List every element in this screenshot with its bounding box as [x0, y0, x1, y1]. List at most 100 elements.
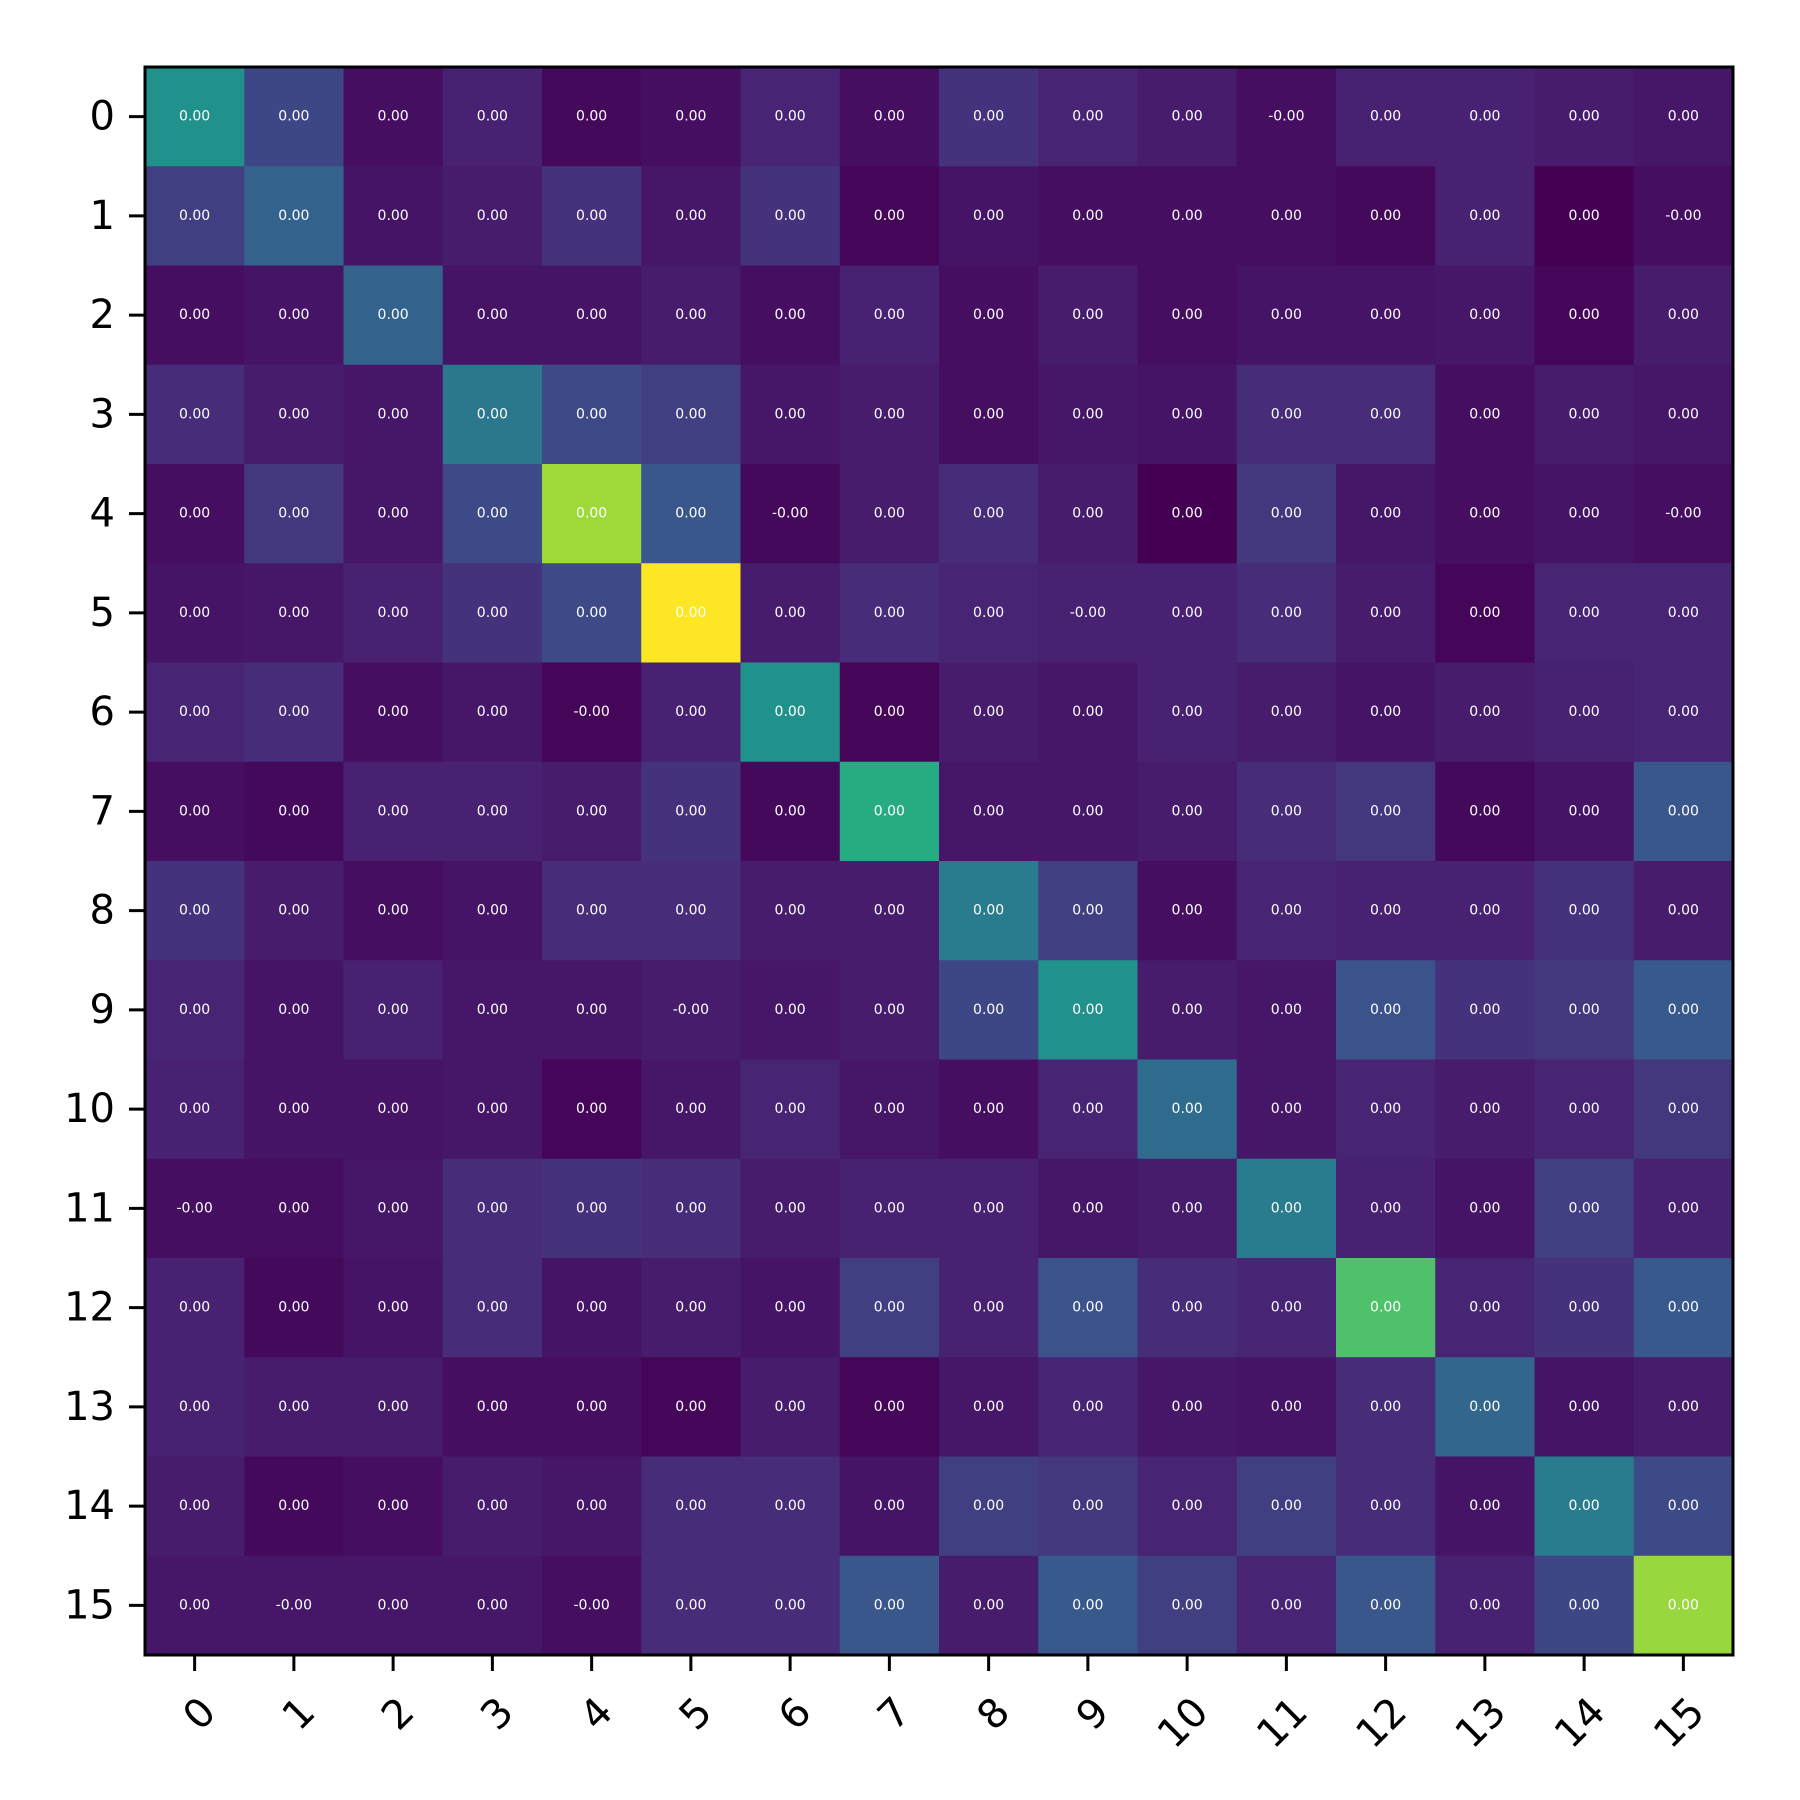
cell-value-label-3-9: 0.00	[1072, 406, 1103, 422]
x-tick-label-6: 6	[770, 1689, 821, 1740]
heatmap-cell-12-0	[145, 1258, 245, 1358]
heatmap-cell-7-6	[740, 761, 841, 862]
cell-value-label-14-4: 0.00	[576, 1498, 607, 1514]
x-tick-label-14: 14	[1546, 1689, 1615, 1758]
cell-value-label-12-10: 0.00	[1172, 1300, 1203, 1316]
heatmap-cell-12-12	[1336, 1258, 1436, 1358]
cell-value-label-7-15: 0.00	[1668, 803, 1699, 819]
heatmap-cell-14-2	[343, 1456, 444, 1557]
heatmap-cell-3-6	[740, 364, 841, 465]
cell-value-label-12-9: 0.00	[1072, 1300, 1103, 1316]
cell-value-label-8-5: 0.00	[675, 903, 706, 919]
heatmap-cell-2-7	[839, 265, 940, 366]
cell-value-label-0-4: 0.00	[576, 109, 607, 125]
heatmap-cell-3-12	[1336, 364, 1436, 465]
x-tick-label-7: 7	[869, 1689, 920, 1740]
cell-value-label-9-3: 0.00	[477, 1002, 508, 1018]
cell-value-label-6-8: 0.00	[973, 704, 1004, 720]
cell-value-label-10-15: 0.00	[1668, 1101, 1699, 1117]
cell-value-label-10-11: 0.00	[1271, 1101, 1302, 1117]
cell-value-label-13-1: 0.00	[278, 1399, 309, 1415]
heatmap-cell-4-1	[244, 464, 345, 564]
heatmap-cell-13-9	[1038, 1357, 1139, 1458]
heatmap-cell-3-8	[939, 364, 1039, 465]
cell-value-label-2-6: 0.00	[775, 307, 806, 323]
heatmap-cell-0-15	[1633, 67, 1734, 167]
heatmap-cell-7-8	[939, 761, 1039, 862]
cell-value-label-12-4: 0.00	[576, 1300, 607, 1316]
cell-value-label-14-1: 0.00	[278, 1498, 309, 1514]
cell-value-label-12-6: 0.00	[775, 1300, 806, 1316]
heatmap-cell-3-15	[1633, 364, 1734, 465]
cell-value-label-11-2: 0.00	[378, 1200, 409, 1216]
heatmap-cell-4-15	[1633, 464, 1734, 564]
heatmap-cell-6-9	[1038, 662, 1139, 763]
heatmap-cell-3-1	[244, 364, 345, 465]
cell-value-label-1-9: 0.00	[1072, 208, 1103, 224]
cell-value-label-3-7: 0.00	[874, 406, 905, 422]
x-tick-label-11: 11	[1248, 1689, 1317, 1758]
cell-value-label-2-9: 0.00	[1072, 307, 1103, 323]
heatmap-cell-11-7	[839, 1158, 940, 1259]
cell-value-label-7-13: 0.00	[1469, 803, 1500, 819]
cell-value-label-9-1: 0.00	[278, 1002, 309, 1018]
cell-value-label-9-4: 0.00	[576, 1002, 607, 1018]
heatmap-cell-15-1	[244, 1555, 345, 1656]
cell-value-label-15-5: 0.00	[675, 1597, 706, 1613]
heatmap-cell-2-2	[343, 265, 444, 366]
cell-value-label-0-10: 0.00	[1172, 109, 1203, 125]
heatmap-cell-12-8	[939, 1258, 1039, 1358]
cell-value-label-8-7: 0.00	[874, 903, 905, 919]
heatmap-cell-3-10	[1137, 364, 1238, 465]
y-tick-label-7: 7	[90, 788, 115, 834]
cell-value-label-8-2: 0.00	[378, 903, 409, 919]
y-tick-label-10: 10	[64, 1086, 115, 1132]
heatmap-cell-3-9	[1038, 364, 1139, 465]
heatmap-cell-8-6	[740, 861, 841, 961]
cell-value-label-3-8: 0.00	[973, 406, 1004, 422]
cell-value-label-11-1: 0.00	[278, 1200, 309, 1216]
cell-value-label-4-6: -0.00	[772, 506, 808, 522]
cell-value-label-10-4: 0.00	[576, 1101, 607, 1117]
cell-value-label-0-2: 0.00	[378, 109, 409, 125]
cell-value-label-14-7: 0.00	[874, 1498, 905, 1514]
heatmap-cell-1-9	[1038, 166, 1139, 267]
heatmap-cell-11-3	[442, 1158, 543, 1259]
heatmap-cell-12-9	[1038, 1258, 1139, 1358]
cell-value-label-14-9: 0.00	[1072, 1498, 1103, 1514]
cell-value-label-1-15: -0.00	[1665, 208, 1701, 224]
cell-value-label-9-13: 0.00	[1469, 1002, 1500, 1018]
heatmap-cell-12-6	[740, 1258, 841, 1358]
heatmap-cell-8-3	[442, 861, 543, 961]
heatmap-cell-14-3	[442, 1456, 543, 1557]
heatmap-cell-11-15	[1633, 1158, 1734, 1259]
heatmap-cell-14-12	[1336, 1456, 1436, 1557]
cell-value-label-13-12: 0.00	[1370, 1399, 1401, 1415]
heatmap-cell-11-5	[641, 1158, 742, 1259]
cell-value-label-0-3: 0.00	[477, 109, 508, 125]
heatmap-cell-1-11	[1236, 166, 1337, 267]
heatmap-cell-10-1	[244, 1059, 345, 1160]
cell-value-label-11-15: 0.00	[1668, 1200, 1699, 1216]
heatmap-cell-15-8	[939, 1555, 1039, 1656]
heatmap-cell-1-3	[442, 166, 543, 267]
heatmap-cell-2-3	[442, 265, 543, 366]
heatmap-cell-labels: 0.00 0.00 0.00 0.00 0.00 0.00 0.00 0.00 0.00 0.00…	[177, 109, 1702, 1614]
cell-value-label-10-14: 0.00	[1569, 1101, 1600, 1117]
heatmap-cell-9-11	[1236, 960, 1337, 1061]
cell-value-label-14-12: 0.00	[1370, 1498, 1401, 1514]
cell-value-label-0-8: 0.00	[973, 109, 1004, 125]
cell-value-label-9-10: 0.00	[1172, 1002, 1203, 1018]
cell-value-label-15-4: -0.00	[574, 1597, 610, 1613]
x-tick-label-15: 15	[1645, 1689, 1714, 1758]
cell-value-label-1-7: 0.00	[874, 208, 905, 224]
cell-value-label-0-12: 0.00	[1370, 109, 1401, 125]
cell-value-label-13-15: 0.00	[1668, 1399, 1699, 1415]
cell-value-label-8-10: 0.00	[1172, 903, 1203, 919]
heatmap-cell-13-3	[442, 1357, 543, 1458]
heatmap-cell-10-3	[442, 1059, 543, 1160]
heatmap-cell-14-0	[145, 1456, 245, 1557]
heatmap-cell-14-9	[1038, 1456, 1139, 1557]
cell-value-label-11-14: 0.00	[1569, 1200, 1600, 1216]
